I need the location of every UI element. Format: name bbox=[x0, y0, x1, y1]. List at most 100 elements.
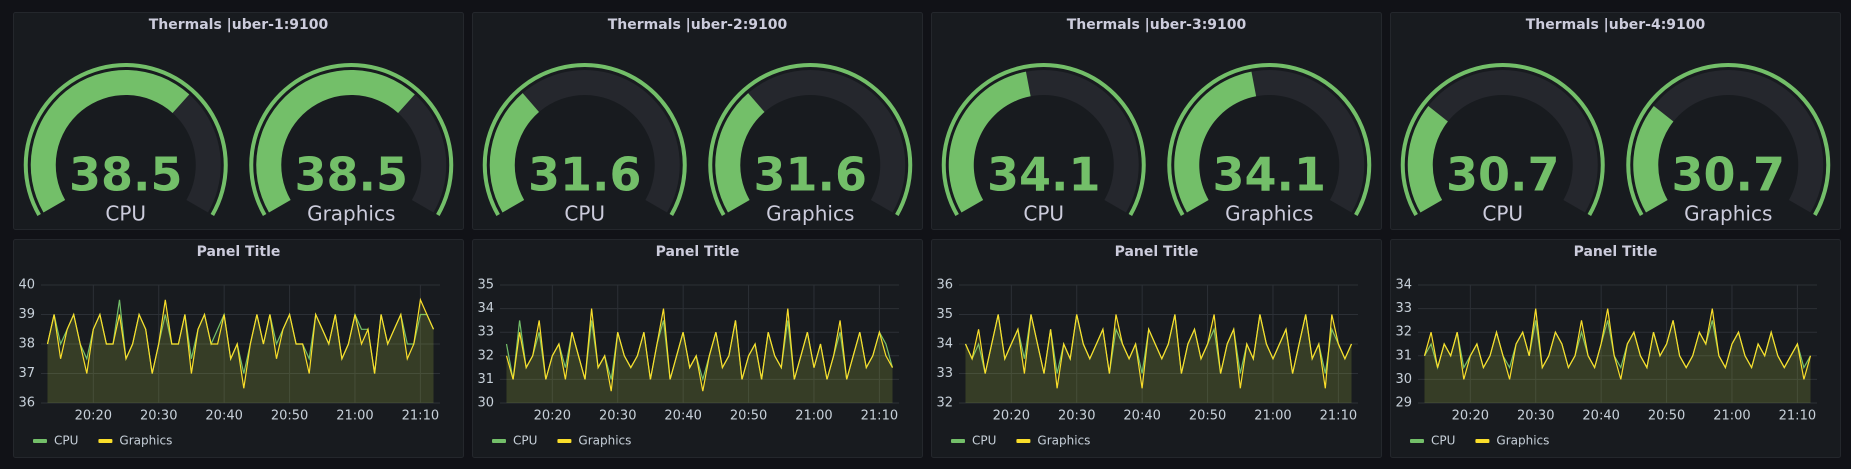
y-tick-label: 30 bbox=[1395, 372, 1412, 387]
legend-swatch bbox=[557, 439, 572, 443]
y-tick-label: 37 bbox=[18, 366, 35, 381]
x-tick-label: 20:40 bbox=[664, 409, 701, 424]
gauge-value: 31.6 bbox=[528, 148, 642, 202]
y-tick-label: 38 bbox=[18, 337, 35, 352]
panel-title: Thermals |uber-2:9100 bbox=[608, 17, 788, 33]
legend-swatch bbox=[1016, 439, 1031, 443]
x-tick-label: 21:10 bbox=[861, 409, 898, 424]
series-line bbox=[46, 297, 435, 389]
gauge-label: Graphics bbox=[1225, 202, 1313, 226]
gauge-value: 34.1 bbox=[1213, 148, 1327, 202]
series-area bbox=[965, 314, 1352, 403]
gauge-track bbox=[1633, 70, 1824, 213]
legend-swatch bbox=[98, 439, 113, 443]
panel-title: Thermals |uber-1:9100 bbox=[149, 17, 329, 33]
legend-swatch bbox=[492, 439, 506, 443]
gauge-fill bbox=[948, 71, 1031, 213]
y-tick-label: 34 bbox=[1395, 278, 1412, 293]
x-tick-label: 20:20 bbox=[534, 409, 571, 424]
gauge-value: 34.1 bbox=[987, 148, 1101, 202]
x-tick-label: 20:30 bbox=[599, 409, 636, 424]
x-tick-label: 21:10 bbox=[1320, 409, 1357, 424]
x-tick-label: 20:40 bbox=[205, 409, 242, 424]
legend-swatch bbox=[951, 439, 965, 443]
x-tick-label: 20:30 bbox=[1058, 409, 1095, 424]
y-tick-label: 31 bbox=[477, 372, 494, 387]
x-tick-label: 20:40 bbox=[1582, 409, 1619, 424]
x-tick-label: 20:50 bbox=[1189, 409, 1226, 424]
y-tick-label: 33 bbox=[1395, 301, 1412, 316]
x-tick-label: 21:10 bbox=[402, 409, 439, 424]
x-tick-label: 21:10 bbox=[1779, 409, 1816, 424]
x-tick-label: 21:00 bbox=[336, 409, 373, 424]
gauge-label: CPU bbox=[105, 202, 146, 226]
y-tick-label: 29 bbox=[1395, 396, 1412, 411]
y-tick-label: 32 bbox=[477, 348, 494, 363]
y-tick-label: 33 bbox=[477, 325, 494, 340]
gauge-track bbox=[489, 70, 680, 213]
gauge-label: CPU bbox=[564, 202, 605, 226]
y-tick-label: 35 bbox=[477, 278, 494, 293]
legend-swatch bbox=[33, 439, 47, 443]
panel-title: Panel Title bbox=[1115, 244, 1199, 260]
y-tick-label: 32 bbox=[1395, 325, 1412, 340]
legend-label: CPU bbox=[1431, 434, 1455, 448]
y-tick-label: 35 bbox=[936, 307, 953, 322]
y-tick-label: 36 bbox=[936, 278, 953, 293]
gauge-fill bbox=[30, 69, 190, 213]
gauge-fill bbox=[489, 93, 540, 213]
y-tick-label: 33 bbox=[936, 366, 953, 381]
gauge-value: 31.6 bbox=[754, 148, 868, 202]
gauge-fill bbox=[1633, 105, 1674, 213]
legend-label: Graphics bbox=[1496, 434, 1549, 448]
x-tick-label: 20:40 bbox=[1123, 409, 1160, 424]
x-tick-label: 21:00 bbox=[1254, 409, 1291, 424]
panel-title: Thermals |uber-3:9100 bbox=[1067, 17, 1247, 33]
y-tick-label: 30 bbox=[477, 396, 494, 411]
y-tick-label: 39 bbox=[18, 307, 35, 322]
panel-title: Panel Title bbox=[1574, 244, 1658, 260]
legend-label: Graphics bbox=[119, 434, 172, 448]
gauge-value: 38.5 bbox=[295, 148, 409, 202]
gauge-label: CPU bbox=[1023, 202, 1064, 226]
y-tick-label: 36 bbox=[18, 396, 35, 411]
gauge-track bbox=[1407, 70, 1598, 213]
x-tick-label: 20:50 bbox=[730, 409, 767, 424]
gauge-value: 30.7 bbox=[1672, 148, 1786, 202]
y-tick-label: 34 bbox=[477, 301, 494, 316]
legend-label: CPU bbox=[972, 434, 996, 448]
series-line bbox=[964, 314, 1353, 389]
series-line bbox=[505, 308, 894, 392]
panel-title: Panel Title bbox=[656, 244, 740, 260]
gauge-label: Graphics bbox=[307, 202, 395, 226]
series-line bbox=[1423, 308, 1812, 380]
series-area bbox=[506, 308, 893, 403]
series-area bbox=[506, 320, 893, 403]
gauge-label: Graphics bbox=[1684, 202, 1772, 226]
gauge-fill bbox=[1174, 71, 1257, 213]
y-tick-label: 32 bbox=[936, 396, 953, 411]
x-tick-label: 20:20 bbox=[993, 409, 1030, 424]
y-tick-label: 31 bbox=[1395, 348, 1412, 363]
gauge-fill bbox=[256, 69, 415, 213]
series-area bbox=[965, 314, 1352, 403]
gauge-label: CPU bbox=[1482, 202, 1523, 226]
legend-label: CPU bbox=[513, 434, 537, 448]
legend-swatch bbox=[1410, 439, 1424, 443]
x-tick-label: 20:50 bbox=[1648, 409, 1685, 424]
gauge-fill bbox=[1407, 105, 1448, 213]
panel-title: Thermals |uber-4:9100 bbox=[1526, 17, 1706, 33]
x-tick-label: 21:00 bbox=[795, 409, 832, 424]
legend-swatch bbox=[1475, 439, 1490, 443]
gauge-track bbox=[715, 69, 906, 213]
legend-label: Graphics bbox=[578, 434, 631, 448]
series-area bbox=[1424, 308, 1811, 403]
gauge-value: 30.7 bbox=[1446, 148, 1560, 202]
y-tick-label: 40 bbox=[18, 278, 35, 293]
panel-title: Panel Title bbox=[197, 244, 281, 260]
legend-label: CPU bbox=[54, 434, 78, 448]
x-tick-label: 20:30 bbox=[1517, 409, 1554, 424]
legend-label: Graphics bbox=[1037, 434, 1090, 448]
